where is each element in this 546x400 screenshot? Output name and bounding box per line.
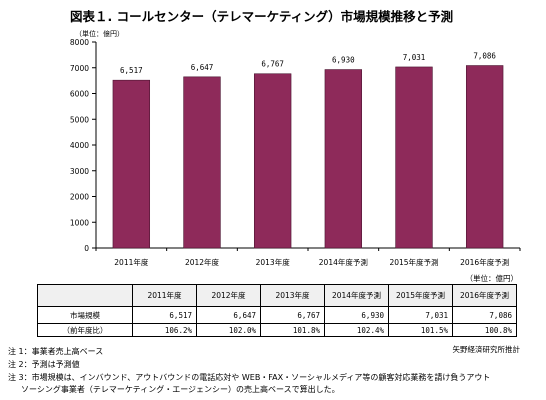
data-label: 6,647 <box>191 63 214 72</box>
table-row-market-size: 市場規模 6,517 6,647 6,767 6,930 7,031 7,086 <box>37 306 517 324</box>
y-tick-label: 0 <box>84 244 89 253</box>
table-header-cell: 2011年度 <box>132 284 197 307</box>
figure-title: 図表１. コールセンター（テレマーケティング）市場規模推移と予測 <box>70 9 454 24</box>
table-row-label: （前年度比） <box>37 323 133 337</box>
y-tick-label: 8000 <box>70 38 89 47</box>
x-tick-label: 2016年度予測 <box>460 257 509 267</box>
table-header-cell: 2014年度予測 <box>324 284 389 307</box>
note-3-continued: ソーシング事業者（テレマーケティング・エージェンシー）の売上高ベースで算出した。 <box>21 385 340 394</box>
bar <box>324 69 363 249</box>
table-header-cell: 2015年度予測 <box>388 284 453 307</box>
x-tick-label: 2011年度 <box>114 257 149 267</box>
bar <box>112 79 151 249</box>
y-tick-label: 5000 <box>70 115 89 124</box>
y-tick-label: 6000 <box>70 90 89 99</box>
table-corner-cell <box>37 284 133 307</box>
note-3: 注 3：市場規模は、インバウンド、アウトバウンドの電話応対や WEB・FAX・ソ… <box>8 373 491 382</box>
data-table: 2011年度 2012年度 2013年度 2014年度予測 2015年度予測 2… <box>37 284 517 337</box>
table-cell: 101.8% <box>260 323 325 337</box>
data-label: 6,930 <box>332 56 355 65</box>
table-cell: 101.5% <box>388 323 453 337</box>
table-header-cell: 2016年度予測 <box>452 284 517 307</box>
table-cell: 6,767 <box>260 306 325 324</box>
table-header-row: 2011年度 2012年度 2013年度 2014年度予測 2015年度予測 2… <box>37 284 517 307</box>
x-tick-label: 2015年度予測 <box>389 257 438 267</box>
y-tick-label: 1000 <box>70 218 89 227</box>
bar <box>395 66 433 249</box>
bar <box>465 65 504 249</box>
y-tick-label: 7000 <box>70 64 89 73</box>
table-cell: 7,086 <box>452 306 517 324</box>
table-unit-label: （単位：億円） <box>465 274 519 283</box>
table-cell: 102.0% <box>196 323 261 337</box>
table-cell: 100.8% <box>452 323 517 337</box>
table-cell: 6,647 <box>196 306 261 324</box>
table-cell: 102.4% <box>324 323 389 337</box>
table-row-label: 市場規模 <box>37 306 133 324</box>
data-label: 7,031 <box>403 53 426 62</box>
data-label: 6,767 <box>261 60 284 69</box>
bar <box>183 76 221 249</box>
y-tick-label: 2000 <box>70 193 89 202</box>
x-tick-label: 2012年度 <box>185 257 220 267</box>
bar-chart: 0 1000 2000 3000 4000 5000 6000 7000 8000 6,517 20… <box>70 38 521 267</box>
y-tick-label: 4000 <box>70 141 89 150</box>
bar <box>253 73 292 249</box>
data-label: 6,517 <box>120 66 143 75</box>
x-tick-label: 2013年度 <box>256 257 291 267</box>
chart-unit-label: （単位：億円） <box>75 30 124 38</box>
note-2: 注 2：予測は予測値 <box>8 360 80 369</box>
table-cell: 6,930 <box>324 306 389 324</box>
source-credit: 矢野経済研究所推計 <box>452 345 521 354</box>
table-row-yoy: （前年度比） 106.2% 102.0% 101.8% 102.4% 101.5… <box>37 323 517 337</box>
note-1: 注 1：事業者売上高ベース <box>8 347 104 356</box>
table-cell: 6,517 <box>132 306 197 324</box>
table-header-cell: 2013年度 <box>260 284 325 307</box>
table-cell: 7,031 <box>388 306 453 324</box>
data-label: 7,086 <box>473 52 496 61</box>
y-tick-label: 3000 <box>70 167 89 176</box>
x-tick-label: 2014年度予測 <box>319 257 368 267</box>
table-cell: 106.2% <box>132 323 197 337</box>
table-header-cell: 2012年度 <box>196 284 261 307</box>
